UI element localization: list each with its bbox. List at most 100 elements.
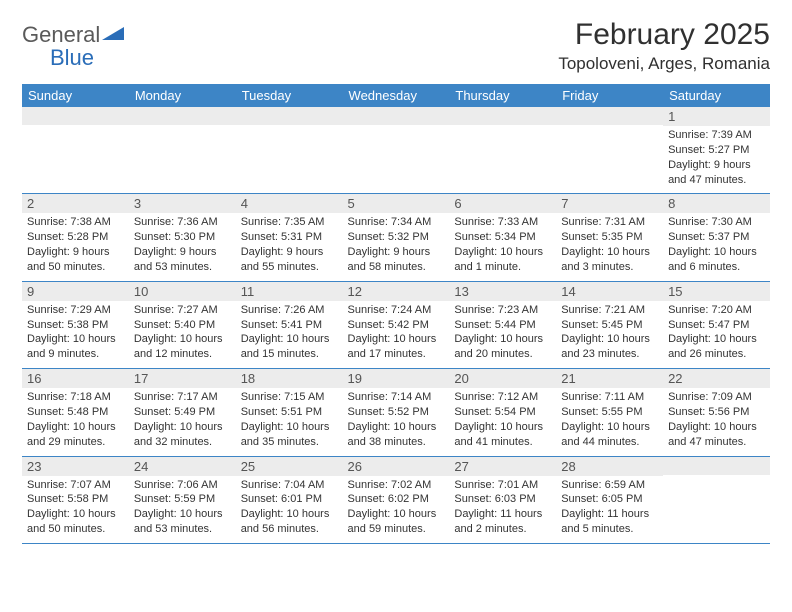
sunrise-text: Sunrise: 7:23 AM <box>454 303 551 318</box>
brand-word1: General <box>22 22 100 47</box>
day-detail: Sunrise: 7:20 AMSunset: 5:47 PMDaylight:… <box>663 301 770 368</box>
daylight-text: Daylight: 10 hours and 29 minutes. <box>27 420 124 450</box>
calendar-day-cell <box>556 107 663 194</box>
day-number <box>449 107 556 125</box>
day-number: 7 <box>556 194 663 213</box>
day-number: 5 <box>343 194 450 213</box>
day-detail: Sunrise: 7:39 AMSunset: 5:27 PMDaylight:… <box>663 126 770 193</box>
day-number: 10 <box>129 282 236 301</box>
day-detail: Sunrise: 7:36 AMSunset: 5:30 PMDaylight:… <box>129 213 236 280</box>
daylight-text: Daylight: 10 hours and 47 minutes. <box>668 420 765 450</box>
calendar-day-cell: 15Sunrise: 7:20 AMSunset: 5:47 PMDayligh… <box>663 281 770 368</box>
sunrise-text: Sunrise: 7:27 AM <box>134 303 231 318</box>
calendar-day-cell: 14Sunrise: 7:21 AMSunset: 5:45 PMDayligh… <box>556 281 663 368</box>
daylight-text: Daylight: 11 hours and 2 minutes. <box>454 507 551 537</box>
sunrise-text: Sunrise: 7:38 AM <box>27 215 124 230</box>
calendar-day-cell: 4Sunrise: 7:35 AMSunset: 5:31 PMDaylight… <box>236 194 343 281</box>
day-detail: Sunrise: 7:34 AMSunset: 5:32 PMDaylight:… <box>343 213 450 280</box>
daylight-text: Daylight: 10 hours and 12 minutes. <box>134 332 231 362</box>
day-detail <box>129 125 236 183</box>
day-detail: Sunrise: 7:23 AMSunset: 5:44 PMDaylight:… <box>449 301 556 368</box>
sunrise-text: Sunrise: 7:35 AM <box>241 215 338 230</box>
day-detail: Sunrise: 7:26 AMSunset: 5:41 PMDaylight:… <box>236 301 343 368</box>
calendar-day-cell: 1Sunrise: 7:39 AMSunset: 5:27 PMDaylight… <box>663 107 770 194</box>
sunset-text: Sunset: 6:02 PM <box>348 492 445 507</box>
day-number: 27 <box>449 457 556 476</box>
day-number: 13 <box>449 282 556 301</box>
daylight-text: Daylight: 10 hours and 1 minute. <box>454 245 551 275</box>
day-number: 16 <box>22 369 129 388</box>
calendar-day-cell: 27Sunrise: 7:01 AMSunset: 6:03 PMDayligh… <box>449 456 556 543</box>
sunset-text: Sunset: 5:38 PM <box>27 318 124 333</box>
daylight-text: Daylight: 11 hours and 5 minutes. <box>561 507 658 537</box>
calendar-day-cell <box>449 107 556 194</box>
sunrise-text: Sunrise: 7:29 AM <box>27 303 124 318</box>
calendar-page: General Blue February 2025 Topoloveni, A… <box>0 0 792 554</box>
sunset-text: Sunset: 5:49 PM <box>134 405 231 420</box>
daylight-text: Daylight: 9 hours and 53 minutes. <box>134 245 231 275</box>
day-detail: Sunrise: 7:14 AMSunset: 5:52 PMDaylight:… <box>343 388 450 455</box>
sunset-text: Sunset: 5:56 PM <box>668 405 765 420</box>
day-detail: Sunrise: 7:30 AMSunset: 5:37 PMDaylight:… <box>663 213 770 280</box>
brand-word2: Blue <box>22 45 94 70</box>
daylight-text: Daylight: 10 hours and 50 minutes. <box>27 507 124 537</box>
daylight-text: Daylight: 10 hours and 32 minutes. <box>134 420 231 450</box>
sunrise-text: Sunrise: 7:30 AM <box>668 215 765 230</box>
sunrise-text: Sunrise: 6:59 AM <box>561 478 658 493</box>
weekday-header: Monday <box>129 84 236 107</box>
daylight-text: Daylight: 10 hours and 23 minutes. <box>561 332 658 362</box>
sunrise-text: Sunrise: 7:02 AM <box>348 478 445 493</box>
daylight-text: Daylight: 10 hours and 6 minutes. <box>668 245 765 275</box>
sunrise-text: Sunrise: 7:31 AM <box>561 215 658 230</box>
daylight-text: Daylight: 9 hours and 50 minutes. <box>27 245 124 275</box>
day-detail <box>449 125 556 183</box>
calendar-day-cell: 5Sunrise: 7:34 AMSunset: 5:32 PMDaylight… <box>343 194 450 281</box>
daylight-text: Daylight: 9 hours and 58 minutes. <box>348 245 445 275</box>
daylight-text: Daylight: 10 hours and 44 minutes. <box>561 420 658 450</box>
sunset-text: Sunset: 5:30 PM <box>134 230 231 245</box>
day-detail: Sunrise: 7:17 AMSunset: 5:49 PMDaylight:… <box>129 388 236 455</box>
day-number: 22 <box>663 369 770 388</box>
day-detail: Sunrise: 7:09 AMSunset: 5:56 PMDaylight:… <box>663 388 770 455</box>
sunset-text: Sunset: 5:45 PM <box>561 318 658 333</box>
calendar-day-cell: 19Sunrise: 7:14 AMSunset: 5:52 PMDayligh… <box>343 369 450 456</box>
day-detail: Sunrise: 7:29 AMSunset: 5:38 PMDaylight:… <box>22 301 129 368</box>
calendar-day-cell: 2Sunrise: 7:38 AMSunset: 5:28 PMDaylight… <box>22 194 129 281</box>
calendar-day-cell: 7Sunrise: 7:31 AMSunset: 5:35 PMDaylight… <box>556 194 663 281</box>
day-number: 17 <box>129 369 236 388</box>
sunrise-text: Sunrise: 7:11 AM <box>561 390 658 405</box>
sunrise-text: Sunrise: 7:24 AM <box>348 303 445 318</box>
weekday-header: Tuesday <box>236 84 343 107</box>
sunrise-text: Sunrise: 7:09 AM <box>668 390 765 405</box>
day-number: 24 <box>129 457 236 476</box>
day-detail <box>22 125 129 183</box>
sunset-text: Sunset: 5:41 PM <box>241 318 338 333</box>
calendar-day-cell: 10Sunrise: 7:27 AMSunset: 5:40 PMDayligh… <box>129 281 236 368</box>
calendar-day-cell: 12Sunrise: 7:24 AMSunset: 5:42 PMDayligh… <box>343 281 450 368</box>
day-number: 12 <box>343 282 450 301</box>
calendar-table: Sunday Monday Tuesday Wednesday Thursday… <box>22 84 770 544</box>
day-detail: Sunrise: 7:11 AMSunset: 5:55 PMDaylight:… <box>556 388 663 455</box>
day-number: 28 <box>556 457 663 476</box>
day-detail: Sunrise: 7:01 AMSunset: 6:03 PMDaylight:… <box>449 476 556 543</box>
weekday-header: Saturday <box>663 84 770 107</box>
calendar-week-row: 9Sunrise: 7:29 AMSunset: 5:38 PMDaylight… <box>22 281 770 368</box>
daylight-text: Daylight: 10 hours and 35 minutes. <box>241 420 338 450</box>
daylight-text: Daylight: 10 hours and 3 minutes. <box>561 245 658 275</box>
day-number: 19 <box>343 369 450 388</box>
sunrise-text: Sunrise: 7:12 AM <box>454 390 551 405</box>
sunset-text: Sunset: 5:59 PM <box>134 492 231 507</box>
sunset-text: Sunset: 5:52 PM <box>348 405 445 420</box>
logo-triangle-icon <box>102 24 124 45</box>
calendar-week-row: 2Sunrise: 7:38 AMSunset: 5:28 PMDaylight… <box>22 194 770 281</box>
day-number: 1 <box>663 107 770 126</box>
daylight-text: Daylight: 9 hours and 55 minutes. <box>241 245 338 275</box>
sunrise-text: Sunrise: 7:20 AM <box>668 303 765 318</box>
sunset-text: Sunset: 5:34 PM <box>454 230 551 245</box>
calendar-day-cell: 22Sunrise: 7:09 AMSunset: 5:56 PMDayligh… <box>663 369 770 456</box>
sunrise-text: Sunrise: 7:18 AM <box>27 390 124 405</box>
weekday-header: Sunday <box>22 84 129 107</box>
day-number <box>343 107 450 125</box>
calendar-day-cell: 24Sunrise: 7:06 AMSunset: 5:59 PMDayligh… <box>129 456 236 543</box>
calendar-day-cell: 13Sunrise: 7:23 AMSunset: 5:44 PMDayligh… <box>449 281 556 368</box>
